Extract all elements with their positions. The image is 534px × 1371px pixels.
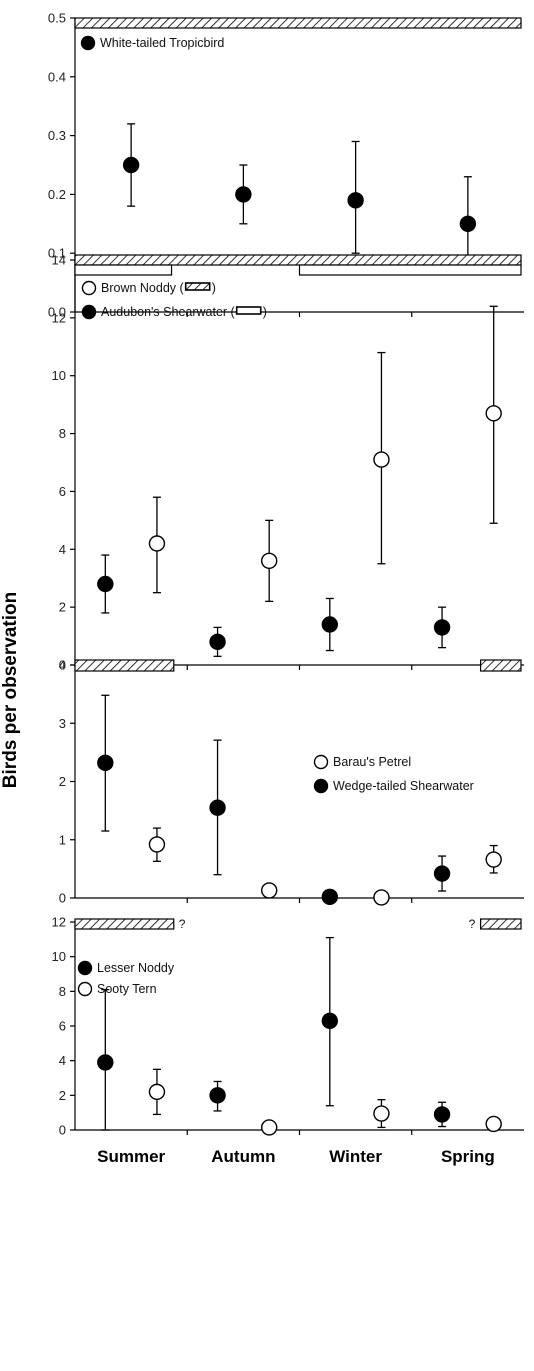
y-tick-label: 0.2: [48, 187, 66, 202]
y-tick-label: 3: [59, 716, 66, 731]
season-bar-hatched: [74, 659, 175, 672]
x-tick-label-winter: Winter: [329, 1147, 382, 1166]
data-point: [97, 1054, 114, 1071]
season-bar-open: [298, 264, 522, 276]
legend-label: White-tailed Tropicbird: [100, 36, 224, 50]
panel-bottom: 0 2 4 6 8 10 12? ? Lesser Noddy Sooty Tern: [52, 915, 524, 1138]
data-point: [148, 836, 166, 853]
y-tick-label: 6: [59, 1019, 66, 1034]
data-point: [209, 1087, 226, 1104]
y-tick-label: 4: [59, 1053, 66, 1068]
season-bar-hatched: [479, 918, 522, 930]
legend-marker: [81, 280, 97, 296]
legend-label-suffix: ): [263, 305, 267, 319]
y-axis-label: Birds per observation: [0, 592, 21, 788]
uncertain-mark: ?: [469, 917, 476, 931]
y-tick-label: 0.5: [48, 11, 66, 26]
legend-label: Brown Noddy (: [101, 281, 185, 295]
data-point: [373, 889, 390, 906]
data-point: [433, 865, 451, 882]
legend-label: Lesser Noddy: [97, 961, 175, 975]
x-tick-label-autumn: Autumn: [211, 1147, 275, 1166]
data-point: [209, 799, 226, 816]
legend-label: Sooty Tern: [97, 982, 157, 996]
data-point: [122, 156, 140, 174]
data-point: [321, 1012, 339, 1029]
y-tick-label: 0: [59, 658, 66, 673]
data-point: [235, 186, 252, 203]
y-tick-label: 14: [52, 253, 66, 268]
y-tick-label: 8: [59, 426, 66, 441]
y-tick-label: 10: [52, 368, 66, 383]
panel-top: 0.0 0.1 0.2 0.3 0.4 0.5 White-tailed Tropicbir…: [48, 11, 524, 320]
legend-marker: [81, 304, 97, 320]
season-bar-hatched: [74, 254, 522, 266]
legend-label: Audubon's Shearwater (: [101, 305, 236, 319]
x-tick-label-spring: Spring: [441, 1147, 495, 1166]
data-point: [97, 575, 114, 593]
y-tick-label: 0.0: [48, 305, 66, 320]
season-bar-hatched: [74, 918, 175, 930]
data-point: [260, 552, 278, 570]
y-tick-label: 2: [59, 1088, 66, 1103]
y-tick-label: 6: [59, 484, 66, 499]
y-tick-label: 0.1: [48, 246, 66, 261]
y-tick-label: 0.4: [48, 69, 66, 84]
y-tick-label: 4: [59, 658, 66, 673]
x-tick-label-summer: Summer: [97, 1147, 165, 1166]
data-point: [321, 616, 339, 633]
y-tick-label: 12: [52, 310, 66, 325]
y-tick-label: 12: [52, 915, 66, 930]
data-point: [347, 192, 364, 209]
legend-marker: [77, 960, 93, 976]
data-point: [433, 619, 451, 636]
data-point: [485, 1115, 502, 1133]
legend-marker: [77, 981, 93, 997]
y-tick-label: 4: [59, 542, 66, 557]
series-sooty-tern: [148, 1068, 502, 1136]
series-barau-s-petrel: [148, 827, 502, 906]
legend-swatch-hatched: [184, 282, 211, 291]
data-point: [373, 451, 390, 468]
series-white-tailed-tropicbird: [122, 123, 477, 272]
y-tick-label: 8: [59, 984, 66, 999]
y-tick-label: 10: [52, 949, 66, 964]
data-point: [485, 405, 502, 422]
series-brown-noddy: [148, 305, 502, 603]
panel-third: 0 1 2 3 4 Barau's Petrel Wedge-tailed Shearwat…: [59, 658, 524, 906]
series-audubon-s-shearwater: [97, 554, 451, 657]
legend-marker: [313, 754, 329, 770]
data-point: [209, 633, 226, 651]
panel-second: 0 2 4 6 8 10 12 14 Brown Noddy () Audubon's Shear…: [52, 253, 524, 673]
series-lesser-noddy: [97, 936, 451, 1131]
data-point: [373, 1105, 390, 1122]
legend-swatch-open: [235, 306, 262, 315]
data-point: [260, 882, 278, 899]
data-point: [260, 1119, 278, 1136]
data-point: [321, 888, 339, 906]
legend-marker: [80, 35, 96, 51]
y-tick-label: 0: [59, 1123, 66, 1138]
y-tick-label: 2: [59, 600, 66, 615]
legend-marker: [313, 778, 329, 794]
y-tick-label: 0.3: [48, 128, 66, 143]
season-bar-hatched: [479, 659, 522, 672]
data-point: [148, 1083, 166, 1101]
legend-label-suffix: ): [212, 281, 216, 295]
y-tick-label: 0: [59, 891, 66, 906]
season-bar-hatched: [74, 17, 522, 29]
series-wedge-tailed-shearwater: [97, 694, 451, 906]
legend-label: Barau's Petrel: [333, 755, 411, 769]
data-point: [433, 1106, 451, 1123]
data-point: [485, 851, 502, 868]
legend-label: Wedge-tailed Shearwater: [333, 779, 474, 793]
data-point: [148, 535, 166, 552]
data-point: [459, 215, 477, 233]
y-tick-label: 1: [59, 832, 66, 847]
uncertain-mark: ?: [179, 917, 186, 931]
season-bar-open: [74, 264, 173, 276]
y-tick-label: 2: [59, 774, 66, 789]
data-point: [97, 754, 114, 772]
